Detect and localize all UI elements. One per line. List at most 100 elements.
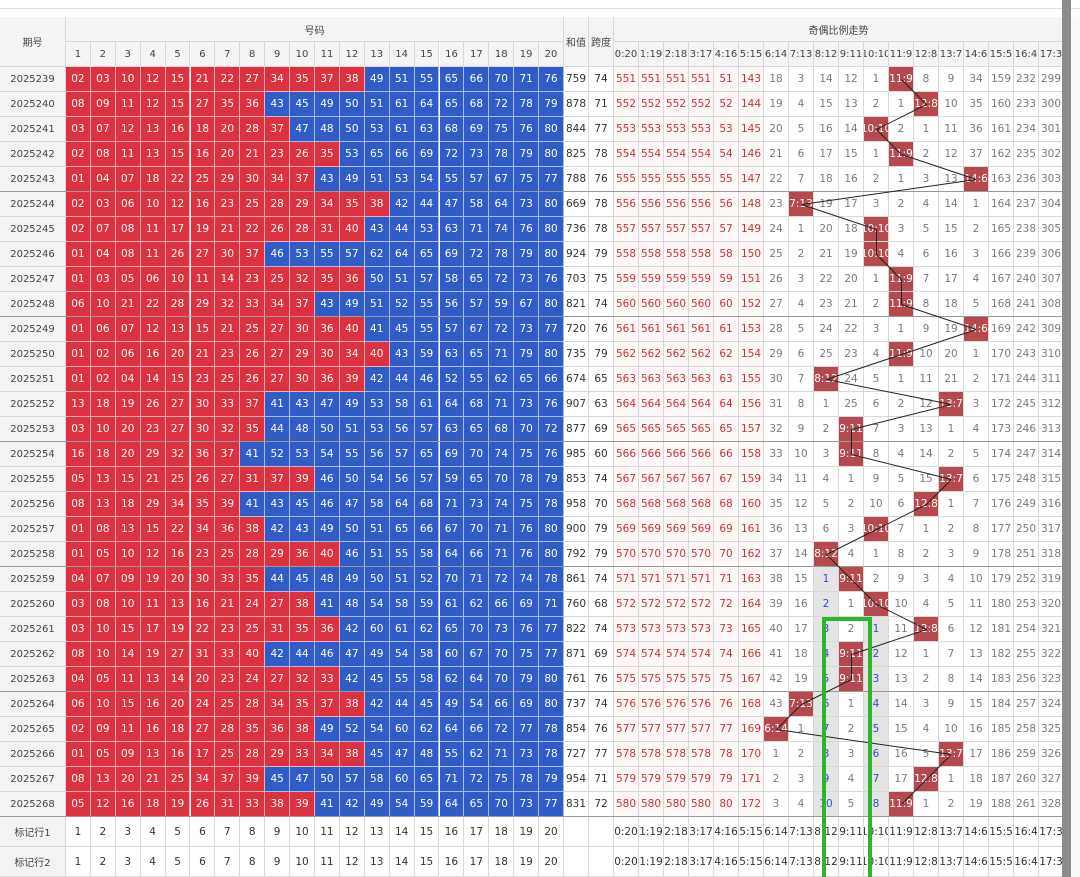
drawn-number: 74 bbox=[489, 442, 515, 467]
omission-count: 4 bbox=[914, 192, 939, 217]
drawn-number: 46 bbox=[315, 492, 340, 517]
drawn-number: 54 bbox=[389, 792, 415, 817]
drawn-number: 80 bbox=[539, 192, 564, 217]
omission-count: 172 bbox=[989, 392, 1014, 417]
omission-count: 17 bbox=[789, 617, 814, 642]
drawn-number: 26 bbox=[190, 792, 216, 817]
footer-number: 18 bbox=[489, 847, 515, 877]
omission-count: 551 bbox=[689, 67, 714, 92]
omission-count: 4 bbox=[914, 717, 939, 742]
omission-count: 11 bbox=[789, 467, 814, 492]
sum-value: 844 bbox=[564, 117, 589, 142]
omission-count: 10 bbox=[914, 342, 939, 367]
drawn-number: 45 bbox=[265, 767, 291, 792]
drawn-number: 21 bbox=[190, 67, 216, 92]
drawn-number: 37 bbox=[240, 242, 266, 267]
drawn-number: 47 bbox=[339, 642, 365, 667]
drawn-number: 20 bbox=[215, 142, 241, 167]
omission-count: 3 bbox=[789, 267, 814, 292]
drawn-number: 67 bbox=[514, 292, 540, 317]
omission-count: 557 bbox=[689, 217, 714, 242]
drawn-number: 74 bbox=[489, 217, 515, 242]
drawn-number: 09 bbox=[115, 742, 141, 767]
omission-count: 80 bbox=[714, 792, 739, 817]
trend-column-header: 15:5 bbox=[989, 42, 1014, 67]
omission-count: 78 bbox=[714, 742, 739, 767]
drawn-number: 13 bbox=[140, 142, 166, 167]
omission-count: 37 bbox=[764, 542, 789, 567]
drawn-number: 70 bbox=[489, 642, 515, 667]
drawn-number: 29 bbox=[140, 442, 166, 467]
sum-header: 和值 bbox=[564, 17, 589, 67]
drawn-number: 19 bbox=[115, 392, 141, 417]
drawn-number: 54 bbox=[414, 167, 440, 192]
omission-count: 3 bbox=[789, 67, 814, 92]
drawn-number: 58 bbox=[364, 492, 390, 517]
omission-count: 4 bbox=[964, 417, 989, 442]
drawn-number: 50 bbox=[339, 92, 365, 117]
omission-count: 564 bbox=[664, 392, 689, 417]
omission-count: 325 bbox=[1039, 717, 1064, 742]
omission-count: 242 bbox=[1014, 317, 1039, 342]
omission-count: 308 bbox=[1039, 292, 1064, 317]
drawn-number: 32 bbox=[215, 417, 241, 442]
omission-count: 164 bbox=[739, 592, 764, 617]
footer-number: 2 bbox=[90, 817, 116, 847]
drawn-number: 58 bbox=[439, 267, 465, 292]
drawn-number: 75 bbox=[489, 767, 515, 792]
drawn-number: 49 bbox=[339, 292, 365, 317]
omission-count: 53 bbox=[714, 117, 739, 142]
drawn-number: 57 bbox=[414, 267, 440, 292]
ratio-hit: 9:11 bbox=[839, 567, 864, 592]
drawn-number: 68 bbox=[439, 117, 465, 142]
span-value: 69 bbox=[589, 417, 614, 442]
drawn-number: 75 bbox=[514, 492, 540, 517]
omission-count: 232 bbox=[1014, 67, 1039, 92]
omission-count: 305 bbox=[1039, 217, 1064, 242]
footer-trend-label: 2:18 bbox=[664, 847, 689, 877]
drawn-number: 06 bbox=[66, 692, 91, 717]
drawn-number: 23 bbox=[215, 342, 241, 367]
drawn-number: 41 bbox=[240, 492, 266, 517]
drawn-number: 76 bbox=[539, 442, 564, 467]
ratio-hit: 10:10 bbox=[864, 217, 889, 242]
omission-count: 571 bbox=[614, 567, 639, 592]
omission-count: 14 bbox=[964, 667, 989, 692]
drawn-number: 51 bbox=[364, 292, 390, 317]
omission-count: 554 bbox=[614, 142, 639, 167]
drawn-number: 79 bbox=[514, 667, 540, 692]
drawn-number: 11 bbox=[115, 717, 141, 742]
drawn-number: 45 bbox=[364, 742, 390, 767]
omission-count: 6 bbox=[814, 517, 839, 542]
omission-count: 17 bbox=[889, 767, 914, 792]
drawn-number: 33 bbox=[240, 792, 266, 817]
period: 2025240 bbox=[0, 92, 66, 117]
drawn-number: 25 bbox=[165, 467, 191, 492]
drawn-number: 49 bbox=[364, 67, 390, 92]
omission-count: 255 bbox=[1014, 642, 1039, 667]
drawn-number: 38 bbox=[240, 517, 266, 542]
drawn-number: 77 bbox=[539, 317, 564, 342]
omission-count: 8 bbox=[939, 667, 964, 692]
drawn-number: 79 bbox=[539, 467, 564, 492]
omission-count: 562 bbox=[664, 342, 689, 367]
drawn-number: 65 bbox=[464, 417, 490, 442]
omission-count: 2 bbox=[964, 367, 989, 392]
omission-count: 6 bbox=[889, 492, 914, 517]
omission-count: 578 bbox=[664, 742, 689, 767]
drawn-number: 38 bbox=[364, 192, 390, 217]
drawn-number: 48 bbox=[339, 592, 365, 617]
footer-trend-label: 1:19 bbox=[639, 847, 664, 877]
omission-count: 1 bbox=[914, 517, 939, 542]
drawn-number: 27 bbox=[190, 92, 216, 117]
omission-count: 555 bbox=[614, 167, 639, 192]
drawn-number: 30 bbox=[190, 392, 216, 417]
omission-count: 25 bbox=[814, 342, 839, 367]
drawn-number: 01 bbox=[66, 242, 91, 267]
ratio-hit: 11:9 bbox=[889, 267, 914, 292]
footer-trend-label: 5:15 bbox=[739, 817, 764, 847]
omission-count: 572 bbox=[614, 592, 639, 617]
number-column-header: 18 bbox=[489, 42, 515, 67]
drawn-number: 71 bbox=[489, 517, 515, 542]
omission-count: 170 bbox=[989, 342, 1014, 367]
